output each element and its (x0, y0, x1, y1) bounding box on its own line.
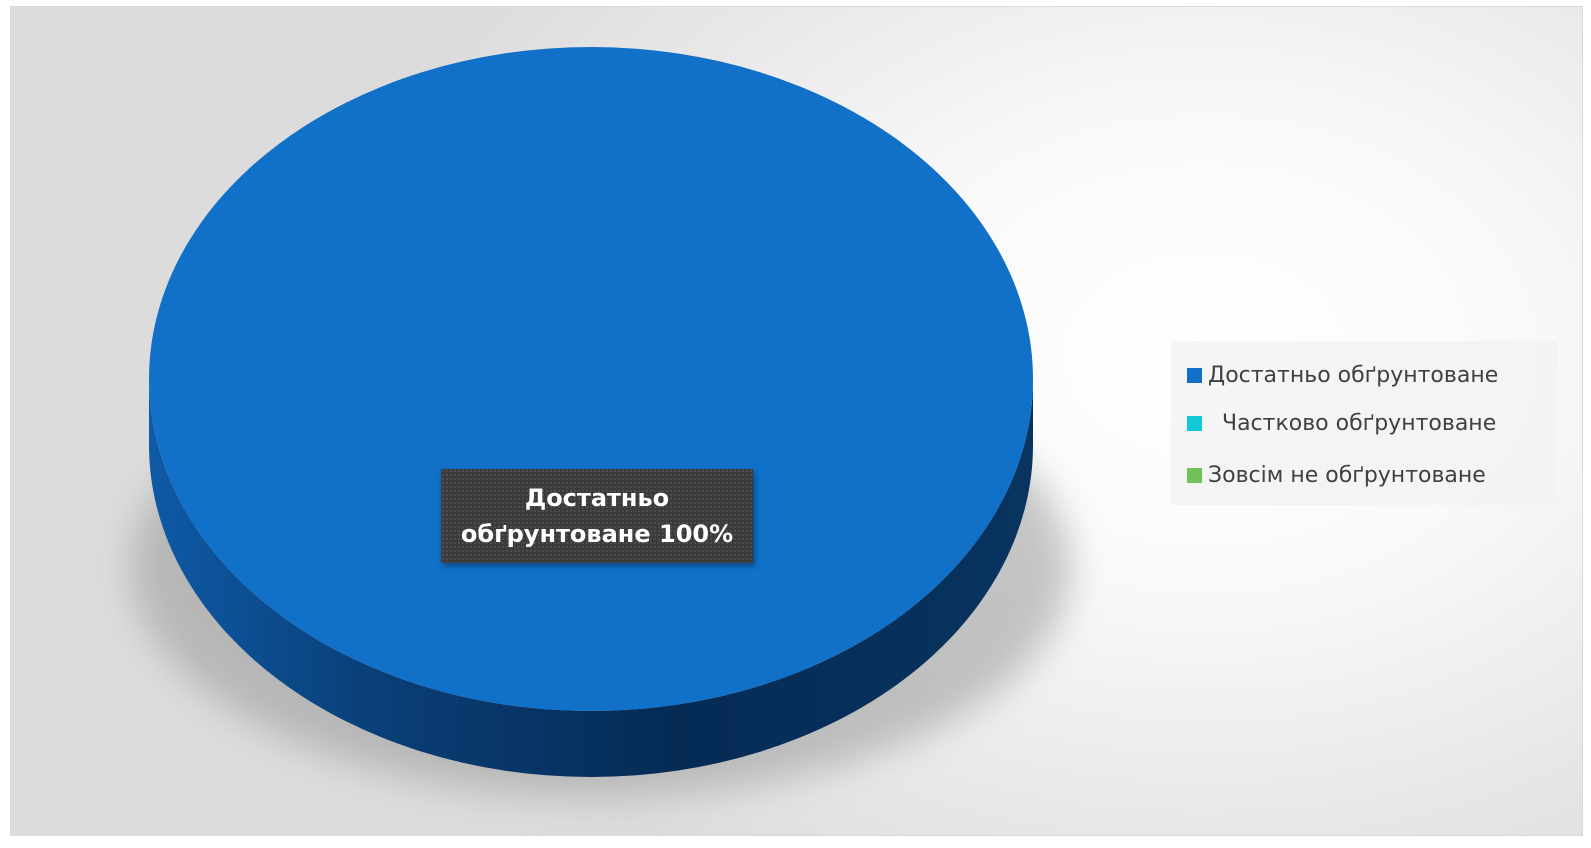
data-label-slice-1: Достатньо обґрунтоване 100% (441, 469, 753, 563)
legend-swatch-2 (1187, 415, 1202, 431)
pie-slice-1-top (149, 47, 1033, 711)
legend-swatch-3 (1187, 467, 1202, 483)
chart-legend: Достатньо обґрунтоване Частково обґрунто… (1171, 341, 1557, 505)
legend-label-2: Частково обґрунтоване (1208, 410, 1497, 436)
pie-slice-1-side (149, 379, 1033, 777)
pie-chart (131, 47, 1071, 797)
legend-item-3: Зовсім не обґрунтоване (1187, 455, 1486, 495)
legend-label-3: Зовсім не обґрунтоване (1208, 462, 1486, 488)
legend-swatch-1 (1187, 367, 1202, 383)
pie-slice-1 (149, 47, 1033, 777)
legend-item-2: Частково обґрунтоване (1187, 403, 1496, 443)
chart-area: Достатньо обґрунтоване 100% Достатньо об… (10, 6, 1583, 836)
data-label-line2: обґрунтоване 100% (460, 520, 734, 548)
data-label-line1: Достатньо (524, 484, 670, 512)
legend-label-1: Достатньо обґрунтоване (1208, 362, 1499, 388)
legend-item-1: Достатньо обґрунтоване (1187, 355, 1498, 395)
